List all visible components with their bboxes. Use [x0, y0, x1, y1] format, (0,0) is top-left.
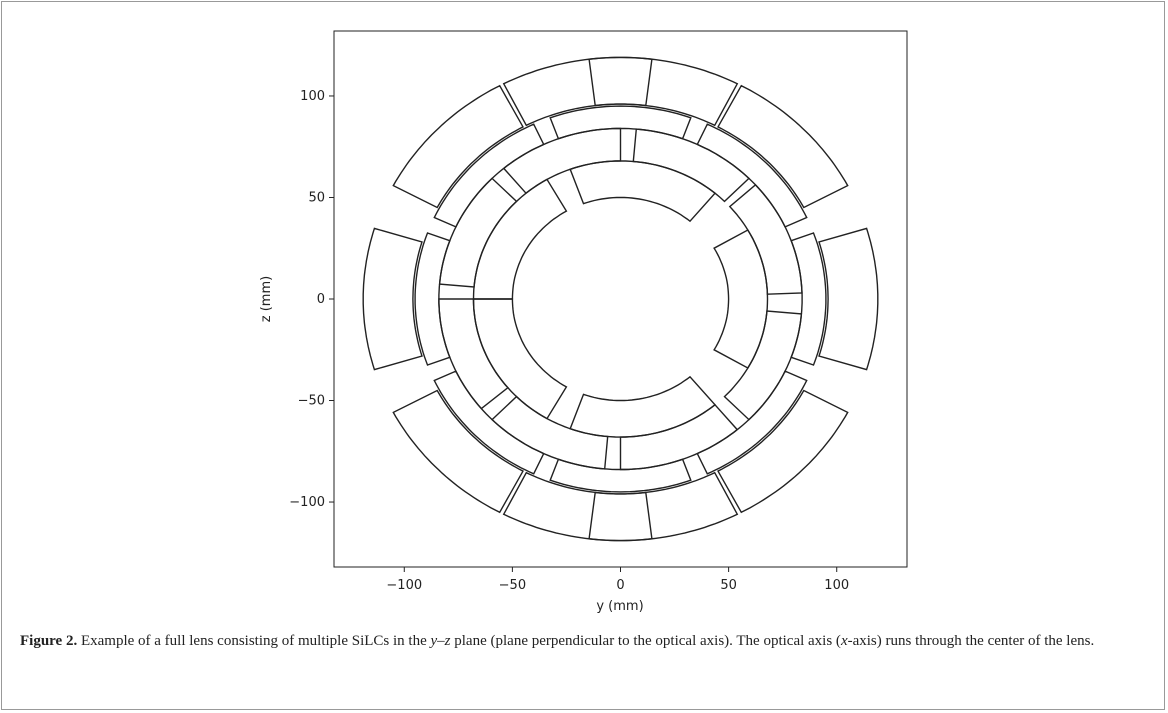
lens-segment: [632, 128, 750, 203]
y-tick-label: 100: [300, 89, 325, 104]
lens-segment: [696, 123, 808, 228]
lens-segment: [502, 471, 653, 542]
lens-segment: [502, 56, 653, 127]
lens-segment: [696, 370, 808, 475]
lens-segment: [362, 227, 423, 371]
lens-segment: [818, 227, 879, 371]
chart: y (mm) z (mm) −100 −50 0 50 100 −100 −50 0 50 100: [259, 30, 908, 614]
lens-segment: [717, 84, 849, 209]
caption-text: plane (plane perpendicular to the optica…: [450, 633, 841, 649]
lens-segment: [588, 56, 739, 127]
lens-segment: [433, 370, 545, 475]
caption-text: Example of a full lens consisting of mul…: [77, 633, 431, 649]
lens-segment: [491, 395, 609, 470]
caption-text: -axis) runs through the center of the le…: [847, 633, 1095, 649]
y-tick-label: 50: [308, 190, 325, 205]
y-tick-label: 0: [317, 292, 325, 307]
lens-segment: [392, 84, 524, 209]
x-tick-label: 50: [720, 578, 737, 593]
y-axis-label: z (mm): [259, 276, 274, 322]
lens-segment: [438, 298, 509, 410]
plot-frame: [333, 30, 908, 568]
x-tick-label: 100: [824, 578, 849, 593]
y-tick-label: −50: [298, 394, 325, 409]
lens-segment: [619, 403, 739, 471]
lens-segment: [392, 389, 524, 514]
lens-segment: [502, 127, 622, 195]
lens-segment: [438, 177, 518, 288]
lens-segment: [569, 160, 717, 223]
y-tick-label: −100: [289, 495, 325, 510]
lens-segment: [717, 389, 849, 514]
lens-segment: [723, 310, 803, 421]
lens-segment: [472, 178, 568, 300]
lens-segment: [588, 471, 739, 542]
lens-segment: [472, 298, 568, 420]
lens-segment: [713, 229, 769, 369]
lens-segment: [433, 123, 545, 228]
caption-italic: y–z: [430, 633, 451, 649]
x-tick-label: −100: [386, 578, 422, 593]
lens-segment: [790, 232, 827, 366]
lens-segment: [569, 375, 717, 438]
caption: Figure 2. Example of a full lens consist…: [20, 630, 1150, 652]
caption-label: Figure 2.: [20, 633, 78, 649]
x-tick-label: 0: [616, 578, 624, 593]
x-tick-label: −50: [499, 578, 526, 593]
x-axis-label: y (mm): [596, 599, 643, 614]
caption-italic: x: [840, 633, 848, 649]
